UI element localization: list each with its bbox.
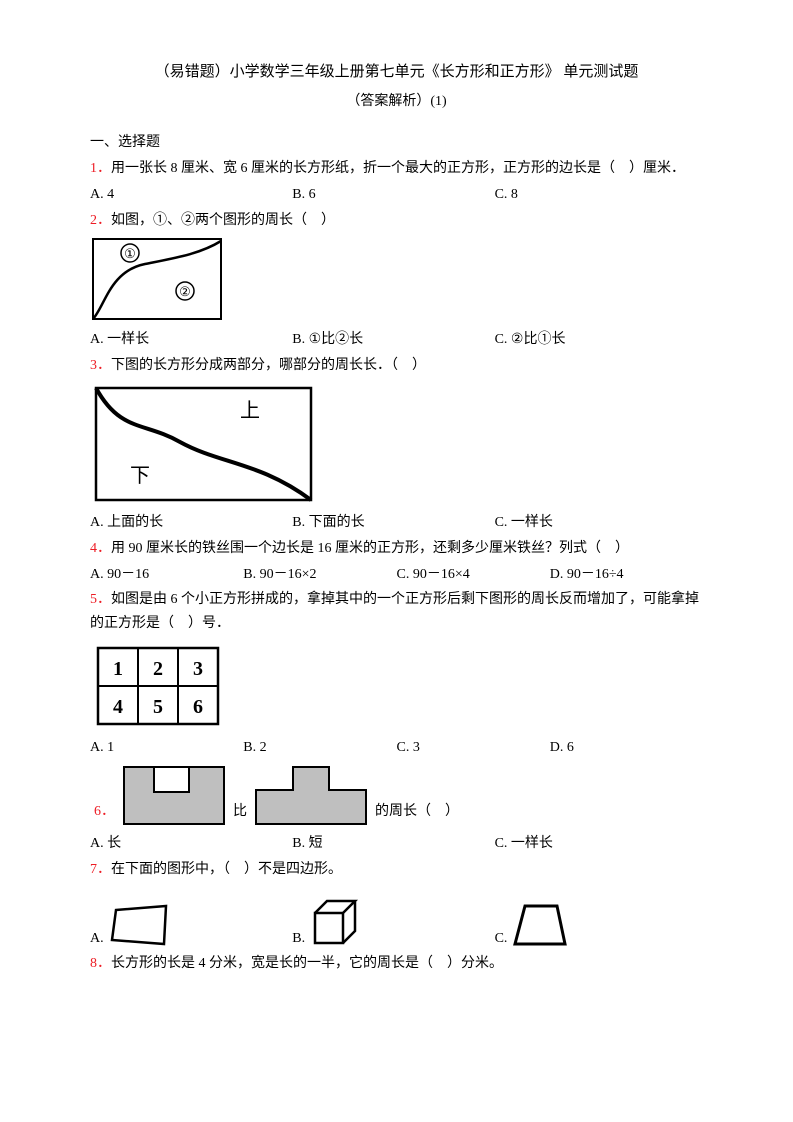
option-b: B. 90－16×2 [243,563,396,587]
option-b: B. 下面的长 [292,511,494,535]
option-a: A. 1 [90,736,243,760]
q5-options: A. 1 B. 2 C. 3 D. 6 [90,736,703,760]
cell: 3 [193,658,203,680]
q4-options: A. 90－16 B. 90－16×2 C. 90－16×4 D. 90－16÷… [90,563,703,587]
option-c: C. 一样长 [495,511,697,535]
question-2: 2．如图，①、②两个图形的周长（ ） [90,209,703,233]
option-a-label: A. [90,927,104,951]
option-b-label: B. [292,927,305,951]
qnum: 2． [90,213,111,228]
cell: 1 [113,658,123,680]
q2-figure: ① ② [90,236,703,324]
option-c: C. 3 [397,736,550,760]
label-top: 上 [240,399,260,422]
qtext: 在下面的图形中，（ ）不是四边形。 [111,862,342,877]
option-a: A. 4 [90,183,292,207]
q1-options: A. 4 B. 6 C. 8 [90,183,703,207]
option-d: D. 90－16÷4 [550,563,703,587]
qtext: 下图的长方形分成两部分，哪部分的周长长．（ ） [111,358,426,373]
option-a: A. 长 [90,832,292,856]
q7-options: A. B. C. [90,895,703,950]
option-b: B. ①比②长 [292,328,494,352]
q6-fig-right [251,762,371,830]
question-6: 6． 比 的周长（ ） [90,762,703,830]
cube-icon [305,895,365,950]
qnum: 7． [90,862,111,877]
option-c: C. 一样长 [495,832,697,856]
section-heading: 一、选择题 [90,131,703,155]
cell: 5 [153,696,163,718]
qnum: 4． [90,541,111,556]
option-d: D. 6 [550,736,703,760]
qnum: 8． [90,956,111,971]
option-c: C. 90－16×4 [397,563,550,587]
qtext: 用 90 厘米长的铁丝围一个边长是 16 厘米的正方形，还剩多少厘米铁丝？列式（… [111,541,629,556]
q6-tail: 的周长（ ） [375,800,459,824]
qtext: 如图，①、②两个图形的周长（ ） [111,213,335,228]
question-5: 5．如图是由 6 个小正方形拼成的，拿掉其中的一个正方形后剩下图形的周长反而增加… [90,588,703,636]
qnum: 1． [90,161,111,176]
cell: 4 [113,696,123,718]
q6-options: A. 长 B. 短 C. 一样长 [90,832,703,856]
q3-options: A. 上面的长 B. 下面的长 C. 一样长 [90,511,703,535]
option-a: A. 上面的长 [90,511,292,535]
question-4: 4．用 90 厘米长的铁丝围一个边长是 16 厘米的正方形，还剩多少厘米铁丝？列… [90,537,703,561]
label-2: ② [179,284,191,299]
question-1: 1．用一张长 8 厘米、宽 6 厘米的长方形纸，折一个最大的正方形，正方形的边长… [90,157,703,181]
q6-fig-left [119,762,229,830]
q6-mid: 比 [233,800,247,824]
option-a: A. 90－16 [90,563,243,587]
option-c-label: C. [495,927,508,951]
qnum: 3． [90,358,111,373]
trapezoid-icon [507,900,572,950]
option-c: C. ②比①长 [495,328,697,352]
label-bot: 下 [130,465,150,487]
quad-icon [104,900,174,950]
qnum: 5． [90,592,111,607]
cell: 6 [193,696,203,718]
option-a: A. 一样长 [90,328,292,352]
question-7: 7．在下面的图形中，（ ）不是四边形。 [90,858,703,882]
option-b: B. 2 [243,736,396,760]
option-b: B. 短 [292,832,494,856]
qnum: 6． [94,800,115,824]
doc-subtitle: （答案解析）(1) [90,90,703,114]
q2-options: A. 一样长 B. ①比②长 C. ②比①长 [90,328,703,352]
qtext: 如图是由 6 个小正方形拼成的，拿掉其中的一个正方形后剩下图形的周长反而增加了，… [90,592,699,631]
option-c: C. 8 [495,183,697,207]
option-b: B. 6 [292,183,494,207]
qtext: 长方形的长是 4 分米，宽是长的一半，它的周长是（ ）分米。 [111,956,503,971]
cell: 2 [153,658,163,680]
label-1: ① [124,246,136,261]
q3-figure: 上 下 [90,382,703,507]
q5-figure: 1 2 3 4 5 6 [90,640,703,732]
question-8: 8．长方形的长是 4 分米，宽是长的一半，它的周长是（ ）分米。 [90,952,703,976]
qtext: 用一张长 8 厘米、宽 6 厘米的长方形纸，折一个最大的正方形，正方形的边长是（… [111,161,685,176]
doc-title: （易错题）小学数学三年级上册第七单元《长方形和正方形》 单元测试题 [90,60,703,86]
question-3: 3．下图的长方形分成两部分，哪部分的周长长．（ ） [90,354,703,378]
